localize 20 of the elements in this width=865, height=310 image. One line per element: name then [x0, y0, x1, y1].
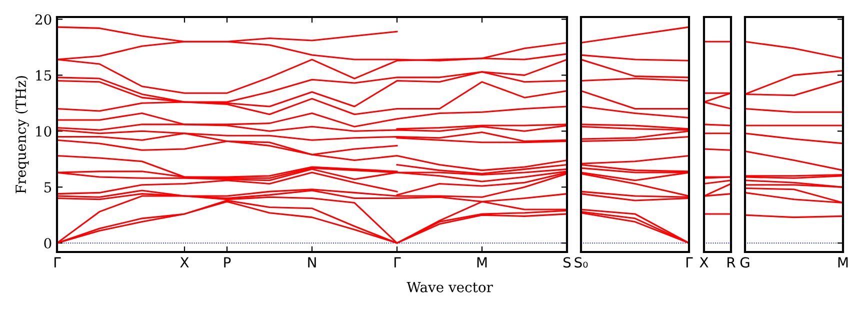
x-tick-label: Γ	[686, 257, 693, 268]
y-tick-label: 0	[44, 238, 52, 249]
x-tick-label: P	[224, 257, 231, 268]
y-tick-label: 20	[35, 14, 52, 25]
x-tick-label: N	[308, 257, 316, 268]
x-tick-label: X	[180, 257, 189, 268]
x-tick-label: S	[564, 257, 571, 268]
x-tick-label: X	[700, 257, 708, 268]
x-axis-title: Wave vector	[406, 282, 493, 292]
x-tick-label: S₀	[574, 257, 588, 268]
x-tick-label: Γ	[54, 257, 61, 268]
x-tick-label: R	[728, 257, 736, 268]
x-tick-label: Γ	[394, 257, 401, 268]
x-tick-label: G	[740, 257, 750, 268]
y-tick-label: 10	[36, 126, 52, 137]
y-tick-label: 5	[44, 182, 52, 193]
x-tick-label: M	[838, 257, 848, 268]
y-tick-label: 15	[36, 70, 52, 81]
y-axis-title: Frequency (THz)	[15, 76, 29, 194]
x-tick-label: M	[477, 257, 487, 268]
